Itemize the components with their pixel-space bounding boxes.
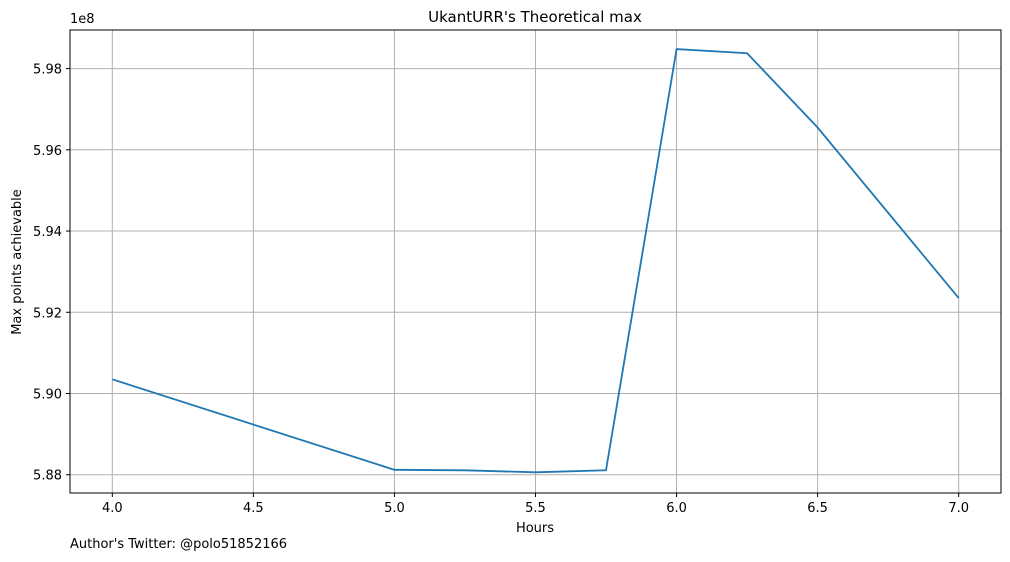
y-tick-label: 5.94 [33,225,62,240]
x-tick-label: 7.0 [948,501,969,516]
x-tick-label: 6.5 [807,501,828,516]
x-tick-label: 5.5 [525,501,546,516]
author-caption: Author's Twitter: @polo51852166 [70,537,288,552]
y-axis-ticks: 5.88 5.90 5.92 5.94 5.96 5.98 [33,63,70,484]
y-tick-label: 5.96 [33,144,62,159]
y-tick-label: 5.90 [33,387,62,402]
y-tick-label: 5.88 [33,469,62,484]
gridlines [70,30,1001,493]
y-tick-label: 5.98 [33,63,62,78]
x-axis-ticks: 4.0 4.5 5.0 5.5 6.0 6.5 7.0 [102,493,969,516]
x-axis-label: Hours [516,521,554,536]
y-axis-offset-text: 1e8 [70,12,95,27]
x-tick-label: 5.0 [384,501,405,516]
x-tick-label: 4.5 [243,501,264,516]
series-line [112,48,960,474]
chart-title: UkantURR's Theoretical max [428,8,642,26]
x-tick-label: 4.0 [102,501,123,516]
x-tick-label: 6.0 [666,501,687,516]
y-tick-label: 5.92 [33,306,62,321]
y-axis-label: Max points achievable [10,189,25,335]
